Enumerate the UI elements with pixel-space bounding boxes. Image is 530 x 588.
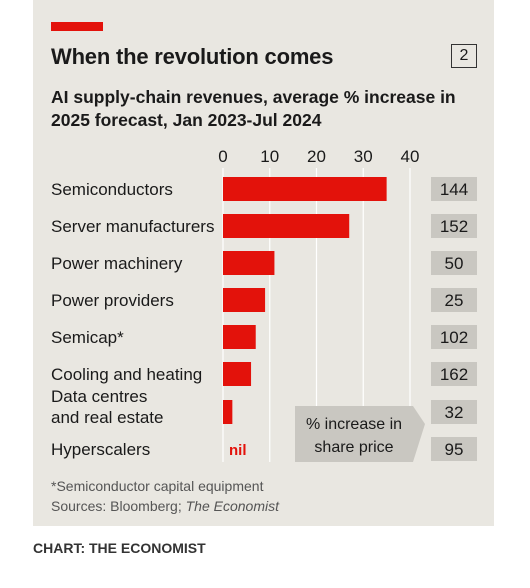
bar	[223, 362, 252, 386]
category-label: Power providers	[51, 291, 174, 310]
chart-number-badge: 2	[451, 44, 477, 68]
share-price-callout-text: % increase in	[306, 416, 402, 433]
share-price-box	[431, 177, 477, 201]
chart-card: When the revolution comes 2 AI supply-ch…	[33, 0, 494, 526]
x-tick-label: 40	[401, 147, 420, 166]
x-tick-label: 10	[260, 147, 279, 166]
share-price-box	[431, 251, 477, 275]
chart-footnote: *Semiconductor capital equipment Sources…	[51, 476, 279, 516]
sources-line: Sources: Bloomberg; The Economist	[51, 496, 279, 516]
share-price-value: 25	[445, 291, 464, 310]
share-price-box	[431, 325, 477, 349]
chart-title: When the revolution comes	[51, 44, 334, 69]
share-price-callout-text: share price	[314, 439, 393, 456]
share-price-box	[431, 362, 477, 386]
bar	[223, 251, 275, 275]
share-price-value: 144	[440, 180, 468, 199]
share-price-value: 95	[445, 440, 464, 459]
sources-text: Sources: Bloomberg;	[51, 498, 186, 514]
category-label: Cooling and heating	[51, 365, 202, 384]
share-price-value: 50	[445, 254, 464, 273]
category-label: Data centres and real estate	[51, 387, 163, 427]
sources-italic: The Economist	[185, 498, 279, 514]
bar	[223, 177, 387, 201]
share-price-callout-box	[295, 406, 425, 462]
share-price-box	[431, 437, 477, 461]
nil-label: nil	[229, 442, 247, 459]
economist-red-tag	[51, 22, 103, 31]
category-label: Semicap*	[51, 328, 124, 347]
x-tick-label: 20	[307, 147, 326, 166]
bar	[223, 288, 266, 312]
share-price-box	[431, 288, 477, 312]
category-label: Power machinery	[51, 254, 183, 273]
share-price-value: 162	[440, 365, 468, 384]
category-label: Semiconductors	[51, 180, 173, 199]
bar	[223, 400, 233, 424]
share-price-box	[431, 400, 477, 424]
x-tick-label: 30	[354, 147, 373, 166]
share-price-value: 152	[440, 217, 468, 236]
bar-chart: 0 10 20 30 40 Semiconductors Server manufactur…	[51, 147, 477, 462]
x-tick-label: 0	[218, 147, 227, 166]
category-label: Hyperscalers	[51, 440, 150, 459]
share-price-value: 102	[440, 328, 468, 347]
bar	[223, 214, 350, 238]
footnote-text: *Semiconductor capital equipment	[51, 478, 264, 494]
share-price-box	[431, 214, 477, 238]
bar	[223, 325, 256, 349]
chart-subtitle: AI supply-chain revenues, average % incr…	[51, 87, 456, 130]
category-label: Server manufacturers	[51, 217, 214, 236]
share-price-value: 32	[445, 403, 464, 422]
chart-credit: CHART: THE ECONOMIST	[33, 540, 206, 556]
